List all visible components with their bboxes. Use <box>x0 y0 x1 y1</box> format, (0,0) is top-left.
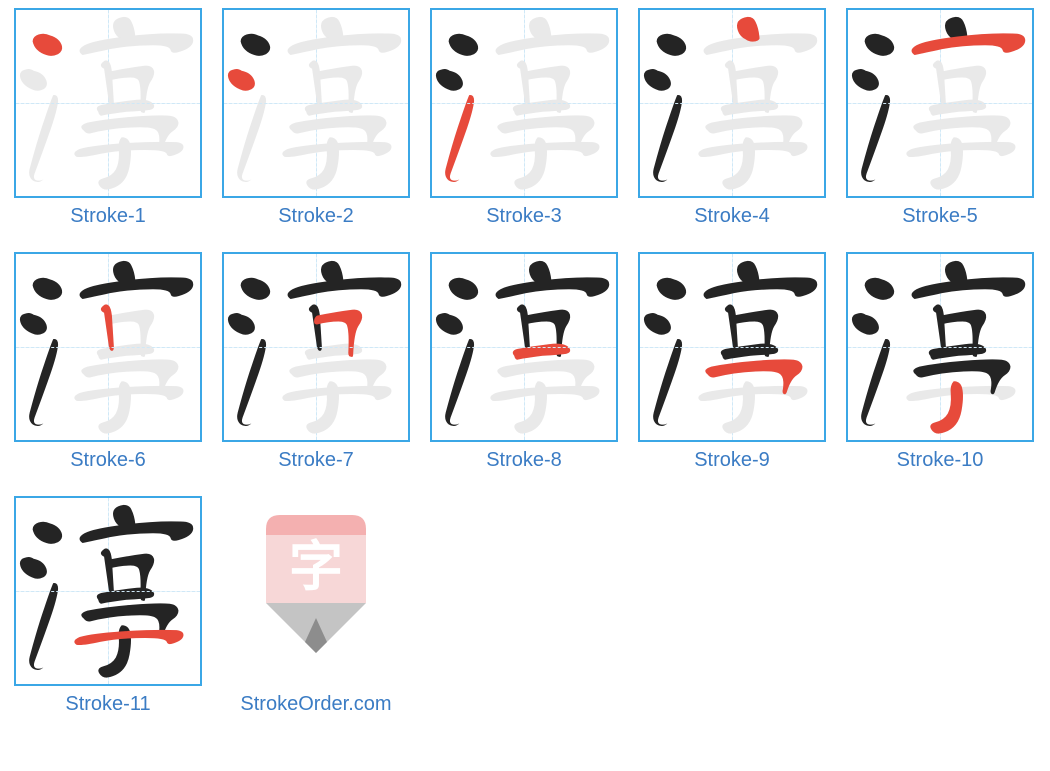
stroke-cell-7: Stroke-7 <box>222 252 410 472</box>
stroke-cell-1: Stroke-1 <box>14 8 202 228</box>
stroke-label: Stroke-1 <box>70 205 146 228</box>
stroke-cell-9: Stroke-9 <box>638 252 826 472</box>
stroke-cell-4: Stroke-4 <box>638 8 826 228</box>
stroke-label: Stroke-5 <box>902 205 978 228</box>
stroke-box <box>14 252 202 442</box>
pencil-logo-icon: 字 <box>246 511 386 671</box>
site-label: StrokeOrder.com <box>240 693 391 716</box>
stroke-label: Stroke-8 <box>486 449 562 472</box>
stroke-label: Stroke-9 <box>694 449 770 472</box>
stroke-box <box>14 496 202 686</box>
svg-text:字: 字 <box>289 537 343 597</box>
stroke-label: Stroke-10 <box>897 449 984 472</box>
stroke-box <box>638 252 826 442</box>
stroke-box <box>846 252 1034 442</box>
stroke-label: Stroke-11 <box>65 693 150 716</box>
stroke-box <box>846 8 1034 198</box>
logo-box: 字 <box>222 496 410 686</box>
stroke-cell-11: Stroke-11 <box>14 496 202 716</box>
stroke-label: Stroke-4 <box>694 205 770 228</box>
stroke-box <box>430 252 618 442</box>
stroke-cell-3: Stroke-3 <box>430 8 618 228</box>
stroke-cell-2: Stroke-2 <box>222 8 410 228</box>
stroke-box <box>222 252 410 442</box>
stroke-cell-6: Stroke-6 <box>14 252 202 472</box>
stroke-grid: Stroke-1 Stroke-2 Stroke-3 Stroke-4 Stroke-5… <box>14 8 1042 716</box>
stroke-cell-10: Stroke-10 <box>846 252 1034 472</box>
stroke-label: Stroke-3 <box>486 205 562 228</box>
stroke-cell-8: Stroke-8 <box>430 252 618 472</box>
stroke-box <box>430 8 618 198</box>
stroke-label: Stroke-2 <box>278 205 354 228</box>
stroke-box <box>14 8 202 198</box>
stroke-label: Stroke-6 <box>70 449 146 472</box>
stroke-box <box>222 8 410 198</box>
stroke-cell-5: Stroke-5 <box>846 8 1034 228</box>
stroke-box <box>638 8 826 198</box>
logo-cell: 字 StrokeOrder.com <box>222 496 410 716</box>
stroke-label: Stroke-7 <box>278 449 354 472</box>
